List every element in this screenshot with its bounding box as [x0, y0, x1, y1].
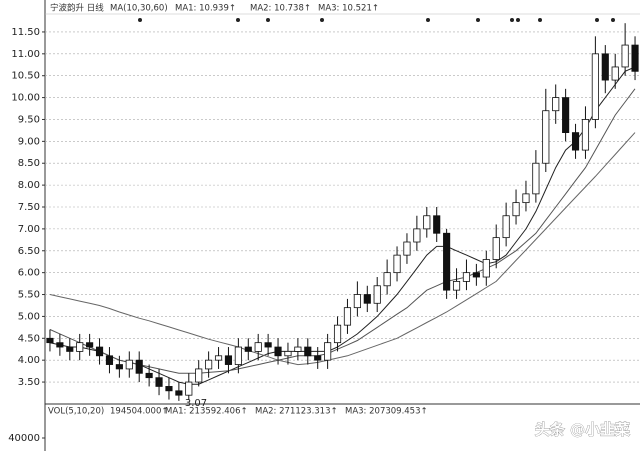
candle-body — [324, 342, 332, 361]
candle-body — [105, 355, 114, 365]
y-tick-label: 8.00 — [18, 180, 40, 191]
candle-body — [46, 337, 54, 344]
candle-body — [353, 294, 361, 309]
y-tick-label: 11.00 — [11, 49, 40, 60]
candle-body — [433, 215, 441, 234]
candle-body — [472, 272, 480, 278]
volume-label: MA3: 207309.453↑ — [345, 407, 428, 417]
candle-body — [423, 215, 431, 230]
y-tick-label: 5.00 — [18, 311, 40, 322]
annotation: 3.07 — [185, 398, 207, 409]
candle-body — [304, 346, 312, 357]
candle-body — [363, 294, 371, 304]
candle-body — [462, 272, 471, 282]
candle-body — [542, 110, 550, 164]
candle-body — [214, 355, 223, 361]
ma-line — [49, 88, 636, 374]
y-tick-label: 7.00 — [18, 224, 40, 235]
candle-body — [205, 359, 213, 370]
y-tick-label: 9.00 — [18, 136, 40, 147]
candle-body — [264, 342, 272, 348]
indicator-label: 宁波韵升 日线 — [50, 3, 104, 14]
y-tick-label: 4.50 — [18, 333, 40, 344]
markers — [138, 18, 615, 22]
candle-body — [393, 254, 401, 274]
candle-body — [274, 346, 282, 357]
candle-body — [254, 342, 262, 352]
y-tick-label: 3.50 — [18, 377, 40, 388]
candle-body — [522, 193, 530, 204]
volume-tick-label: 40000 — [8, 433, 40, 444]
watermark: 头条 @小韭菜 — [535, 421, 630, 439]
candle-body — [611, 66, 619, 81]
ma-line — [49, 132, 636, 366]
candle-body — [591, 53, 599, 120]
candle-body — [621, 44, 629, 68]
candle-body — [562, 97, 570, 134]
candle-body — [234, 346, 242, 365]
volume-label: MA2: 271123.313↑ — [255, 407, 338, 417]
volume-label: 194504.000↑ — [110, 407, 169, 417]
candle-body — [333, 324, 342, 344]
candle-body — [343, 307, 352, 326]
candle-body — [532, 162, 540, 195]
candle-body — [502, 215, 510, 239]
candle-body — [175, 390, 183, 396]
candle-body — [244, 346, 252, 352]
candle-body — [165, 386, 173, 392]
indicator-label: MA1: 10.939↑ — [175, 4, 236, 14]
indicator-label: MA(10,30,60) — [110, 4, 168, 14]
ma-line — [49, 66, 636, 385]
candle-body — [482, 259, 490, 278]
candle-body — [492, 237, 500, 260]
candle-body — [581, 119, 590, 151]
candle-body — [284, 351, 292, 357]
candle-body — [95, 346, 104, 357]
y-tick-label: 7.50 — [18, 202, 40, 213]
y-tick-label: 8.50 — [18, 158, 40, 169]
indicator-label: MA2: 10.738↑ — [250, 4, 311, 14]
y-tick-label: 6.50 — [18, 246, 40, 257]
y-tick-label: 9.50 — [18, 114, 40, 125]
candle-body — [56, 342, 64, 348]
candle-body — [224, 355, 233, 365]
candle-body — [631, 44, 639, 72]
indicator-label: MA3: 10.521↑ — [318, 4, 379, 14]
candle-body — [512, 202, 520, 217]
candle-body — [76, 342, 84, 352]
y-tick-label: 10.00 — [11, 93, 40, 104]
volume-label: MA1: 213592.406↑ — [165, 407, 248, 417]
candle-body — [155, 377, 163, 387]
candle-body — [294, 346, 302, 352]
candle-body — [552, 97, 560, 112]
candle-body — [314, 355, 322, 361]
candle-body — [135, 359, 143, 374]
candle-body — [571, 132, 580, 151]
candle-body — [601, 53, 609, 81]
y-tick-label: 10.50 — [11, 71, 40, 82]
candle-body — [125, 359, 133, 370]
candle-body — [383, 272, 391, 287]
y-tick-label: 5.50 — [18, 290, 40, 301]
candle-body — [443, 232, 451, 291]
candle-body — [403, 241, 411, 256]
y-tick-label: 4.00 — [18, 355, 40, 366]
candle-body — [185, 381, 193, 396]
candle-body — [66, 346, 74, 352]
y-tick-label: 6.00 — [18, 268, 40, 279]
volume-label: VOL(5,10,20) — [48, 407, 104, 417]
candle-body — [452, 280, 461, 291]
candle-body — [145, 372, 153, 379]
candle-body — [373, 285, 381, 304]
candle-body — [195, 368, 203, 383]
candle-body — [115, 364, 123, 370]
candle-body — [86, 342, 94, 348]
y-tick-label: 11.50 — [11, 27, 40, 38]
candle-body — [413, 228, 421, 243]
